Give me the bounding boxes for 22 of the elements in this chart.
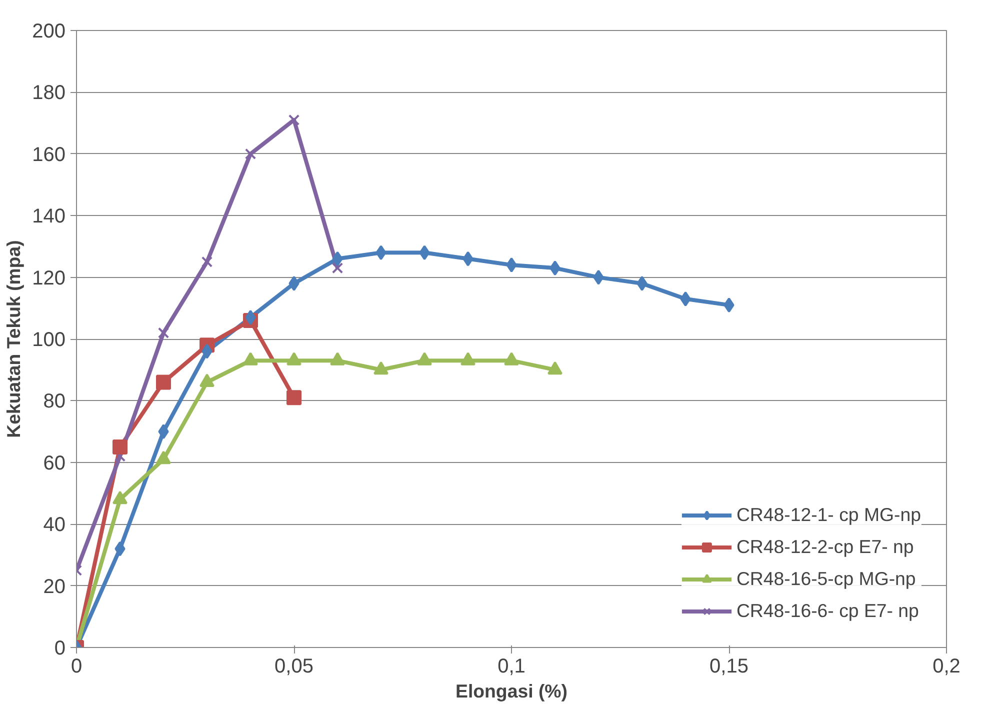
x-tick-label: 0,2 [932, 656, 960, 678]
legend-label: CR48-12-2-cp E7- np [736, 536, 914, 558]
y-axis-title: Kekuatan Tekuk (mpa) [3, 240, 24, 438]
y-tick-label: 80 [43, 390, 66, 413]
y-tick-label: 200 [32, 20, 66, 42]
x-tick-label: 0,15 [710, 656, 748, 678]
y-tick-label: 20 [43, 576, 66, 598]
legend-label: CR48-12-1- cp MG-np [736, 504, 921, 526]
x-axis-title: Elongasi (%) [456, 680, 568, 702]
y-tick-label: 120 [32, 267, 66, 290]
legend-label: CR48-16-6- cp E7- np [736, 600, 919, 622]
y-tick-label: 60 [43, 452, 66, 474]
x-tick-label: 0,05 [274, 656, 314, 678]
x-tick-label: 0 [70, 656, 82, 678]
y-tick-label: 100 [32, 329, 66, 351]
y-tick-label: 140 [32, 206, 66, 228]
x-tick-label: 0,1 [498, 656, 526, 678]
y-tick-label: 40 [43, 514, 66, 536]
legend-label: CR48-16-5-cp MG-np [736, 568, 916, 590]
y-tick-label: 180 [32, 82, 66, 104]
y-tick-label: 160 [32, 144, 66, 166]
y-tick-label: 0 [54, 638, 66, 660]
